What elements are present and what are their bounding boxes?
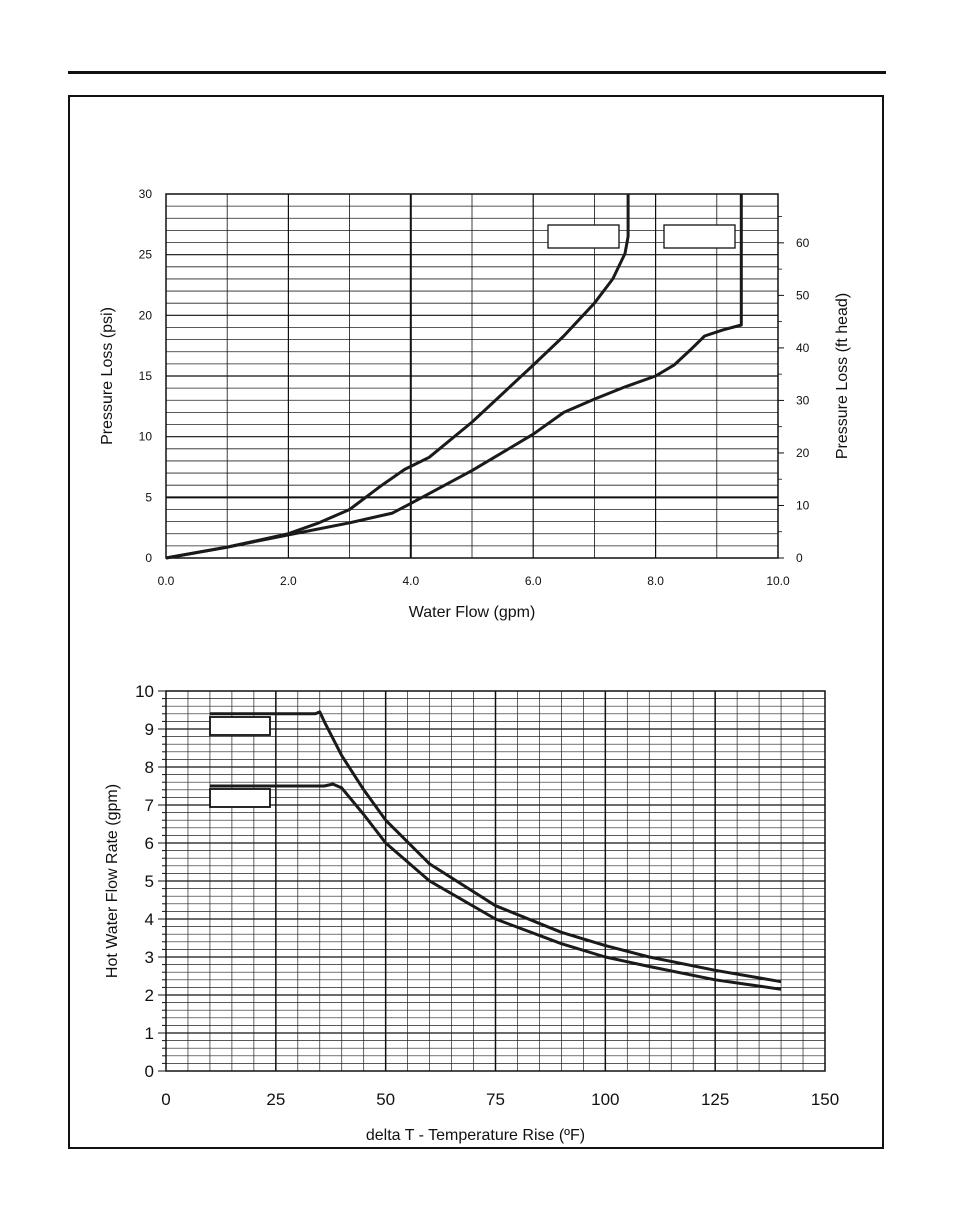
- y-tick-label: 9: [145, 720, 154, 739]
- y-tick-label: 4: [145, 910, 154, 929]
- x-tick-label: 100: [591, 1090, 619, 1109]
- x-tick-label: 8.0: [647, 574, 664, 588]
- x-tick-label: 6.0: [525, 574, 542, 588]
- y2-tick-label: 30: [796, 393, 810, 407]
- series-2-label-box: [209, 788, 271, 808]
- series-2-line: [165, 194, 743, 560]
- y-axis-label: Pressure Loss (psi): [99, 307, 116, 445]
- x-tick-label: 4.0: [402, 574, 419, 588]
- y-tick-label: 25: [139, 248, 153, 262]
- y-tick-label: 15: [139, 369, 153, 383]
- y-tick-label: 7: [145, 796, 154, 815]
- y2-tick-label: 20: [796, 446, 810, 460]
- series-2-label-box: [663, 224, 736, 249]
- x-tick-label: 25: [266, 1090, 285, 1109]
- y2-tick-label: 40: [796, 341, 810, 355]
- y-tick-label: 20: [139, 308, 153, 322]
- y2-axis-label: Pressure Loss (ft head): [834, 293, 851, 459]
- y-tick-label: 6: [145, 834, 154, 853]
- y2-tick-label: 50: [796, 288, 810, 302]
- y2-tick-label: 60: [796, 236, 810, 250]
- series-1-label-box: [547, 224, 620, 249]
- series-1-line: [165, 194, 630, 560]
- y-tick-label: 0: [145, 551, 152, 565]
- series-1-line: [209, 710, 782, 984]
- y-tick-label: 10: [135, 682, 154, 701]
- y-tick-label: 5: [145, 490, 152, 504]
- figure-frame: [68, 95, 884, 1149]
- x-tick-label: 75: [486, 1090, 505, 1109]
- x-tick-label: 0.0: [158, 574, 175, 588]
- y-tick-label: 30: [139, 187, 153, 201]
- y2-tick-label: 0: [796, 551, 803, 565]
- series-1-label-box: [209, 716, 271, 736]
- x-tick-label: 50: [376, 1090, 395, 1109]
- plot-area: [165, 193, 779, 559]
- x-axis-label: Water Flow (gpm): [409, 604, 536, 621]
- x-tick-label: 150: [811, 1090, 839, 1109]
- y-tick-label: 8: [145, 758, 154, 777]
- plot-area: [165, 690, 826, 1072]
- y-tick-label: 0: [145, 1062, 154, 1081]
- x-tick-label: 2.0: [280, 574, 297, 588]
- y-tick-label: 10: [139, 430, 153, 444]
- y-tick-label: 3: [145, 948, 154, 967]
- y-axis-label: Hot Water Flow Rate (gpm): [104, 784, 121, 978]
- header-rule: [68, 71, 886, 74]
- y-tick-label: 2: [145, 986, 154, 1005]
- x-axis-label: delta T - Temperature Rise (ºF): [366, 1127, 585, 1144]
- y-tick-label: 5: [145, 872, 154, 891]
- x-tick-label: 125: [701, 1090, 729, 1109]
- x-tick-label: 10.0: [766, 574, 790, 588]
- y2-tick-label: 10: [796, 498, 810, 512]
- x-tick-label: 0: [161, 1090, 170, 1109]
- pressure-loss-chart: 0 5 10 15 20 25 30 0.0 2.0 4.0 6.0 8.0 10.0 0 10 20 30 40…: [99, 187, 851, 621]
- series-2-line: [209, 782, 782, 991]
- y-tick-label: 1: [145, 1024, 154, 1043]
